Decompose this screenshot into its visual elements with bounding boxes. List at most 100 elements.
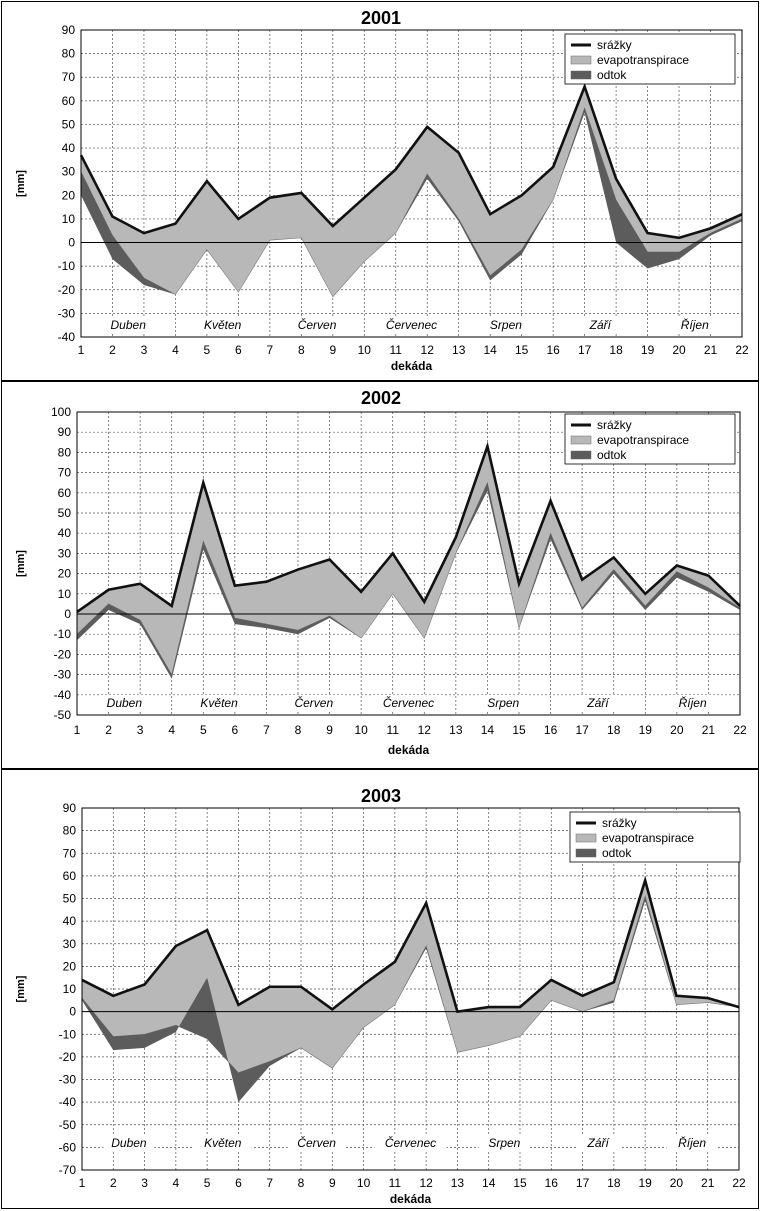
month-label-bg xyxy=(98,695,150,711)
month-label: Říjen xyxy=(679,695,707,710)
x-tick-label: 17 xyxy=(576,1176,590,1190)
y-tick-label: -50 xyxy=(54,708,72,722)
month-label-bg xyxy=(477,695,529,711)
month-label-bg xyxy=(575,695,620,711)
legend-label: odtok xyxy=(602,846,632,860)
y-tick-label: 70 xyxy=(58,466,72,480)
month-label: Červen xyxy=(298,317,337,332)
month-label: Červenec xyxy=(385,1135,436,1150)
y-tick-label: 0 xyxy=(64,607,71,621)
x-axis-label: dekáda xyxy=(390,1192,432,1206)
x-tick-label: 10 xyxy=(357,1176,371,1190)
y-tick-label: -30 xyxy=(59,1073,77,1087)
legend-swatch-evapotranspirace xyxy=(575,833,597,843)
legend-swatch-odtok xyxy=(570,450,592,460)
y-tick-label: 80 xyxy=(58,445,72,459)
y-tick-label: 80 xyxy=(63,824,77,838)
y-tick-label: 90 xyxy=(63,801,77,815)
month-label: Květen xyxy=(200,696,238,710)
y-tick-label: -20 xyxy=(54,647,72,661)
chart-panel-2001: 2001 -40 -30 -20 -10 0 10 20 30 40 50 60 70 80 90 1 2 3 4 5… xyxy=(1,1,759,381)
srazky-line xyxy=(76,441,741,614)
y-axis-label: [mm] xyxy=(15,975,27,1002)
y-tick-label: 100 xyxy=(51,405,71,419)
month-label-bg xyxy=(103,1135,155,1151)
x-tick-label: 18 xyxy=(607,723,621,737)
month-label: Duben xyxy=(111,318,147,332)
y-tick-label: 40 xyxy=(58,526,72,540)
month-label-bg xyxy=(666,1135,718,1151)
month-label: Září xyxy=(587,1136,611,1150)
month-label-bg xyxy=(193,1135,252,1151)
x-tick-label: 1 xyxy=(79,1176,86,1190)
month-label: Květen xyxy=(204,1136,242,1150)
legend-label: srážky xyxy=(597,38,632,52)
x-tick-label: 6 xyxy=(232,723,239,737)
legend-label: evapotranspirace xyxy=(597,53,689,67)
y-tick-label: 70 xyxy=(63,846,77,860)
odtok-area xyxy=(81,107,742,297)
y-tick-label: -40 xyxy=(54,688,72,702)
y-tick-label: -10 xyxy=(54,627,72,641)
y-tick-label: 20 xyxy=(58,567,72,581)
month-label-bg xyxy=(669,317,721,333)
x-tick-label: 16 xyxy=(545,1176,559,1190)
month-label-bg xyxy=(374,1135,447,1151)
x-tick-label: 9 xyxy=(329,1176,336,1190)
month-label: Říjen xyxy=(678,1135,706,1150)
x-tick-label: 10 xyxy=(354,723,368,737)
y-tick-label: -20 xyxy=(59,1050,77,1064)
x-tick-label: 7 xyxy=(263,723,270,737)
x-tick-label: 3 xyxy=(137,723,144,737)
y-tick-label: 70 xyxy=(62,70,76,84)
x-tick-label: 11 xyxy=(389,1176,402,1190)
y-tick-label: 80 xyxy=(62,47,76,61)
month-label-bg xyxy=(284,695,343,711)
x-tick-label: 4 xyxy=(172,343,179,357)
x-tick-label: 5 xyxy=(204,1176,211,1190)
month-label-bg xyxy=(478,1135,530,1151)
x-tick-label: 15 xyxy=(513,1176,527,1190)
x-axis-label: dekáda xyxy=(388,743,430,757)
month-label-bg xyxy=(288,317,347,333)
y-tick-label: -10 xyxy=(59,1027,77,1041)
x-tick-label: 21 xyxy=(702,723,716,737)
x-tick-label: 2 xyxy=(109,343,116,357)
x-tick-label: 19 xyxy=(639,723,653,737)
y-tick-label: -70 xyxy=(59,1163,77,1177)
y-tick-label: 40 xyxy=(62,141,76,155)
x-tick-label: 18 xyxy=(607,1176,621,1190)
x-tick-label: 14 xyxy=(484,343,498,357)
x-tick-label: 1 xyxy=(78,343,85,357)
legend-swatch-odtok xyxy=(575,848,597,858)
y-tick-label: 60 xyxy=(63,869,77,883)
x-tick-label: 3 xyxy=(141,1176,148,1190)
chart-title: 2003 xyxy=(361,786,401,806)
y-tick-label: 20 xyxy=(62,188,76,202)
x-tick-label: 6 xyxy=(235,1176,242,1190)
x-tick-label: 11 xyxy=(390,343,403,357)
x-tick-label: 16 xyxy=(544,723,558,737)
month-label-bg xyxy=(667,695,719,711)
x-tick-label: 16 xyxy=(546,343,560,357)
chart-title: 2002 xyxy=(361,388,401,408)
x-tick-label: 11 xyxy=(386,723,399,737)
month-label-bg xyxy=(578,317,623,333)
month-label: Květen xyxy=(204,318,242,332)
legend-label: evapotranspirace xyxy=(602,831,694,845)
y-tick-label: 90 xyxy=(58,425,72,439)
x-tick-label: 15 xyxy=(512,723,526,737)
month-label: Srpen xyxy=(487,696,519,710)
x-tick-label: 14 xyxy=(482,1176,496,1190)
x-tick-label: 8 xyxy=(298,343,305,357)
x-tick-label: 4 xyxy=(173,1176,180,1190)
y-tick-label: -30 xyxy=(54,668,72,682)
legend-box xyxy=(564,413,736,465)
plot-border xyxy=(81,807,740,1171)
x-axis-label: dekáda xyxy=(391,359,433,373)
month-label: Červenec xyxy=(383,695,434,710)
y-tick-label: -30 xyxy=(58,306,76,320)
x-tick-label: 9 xyxy=(326,723,333,737)
